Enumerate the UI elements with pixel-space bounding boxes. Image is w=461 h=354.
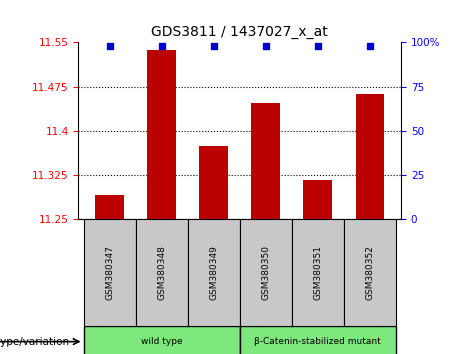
Bar	[303, 180, 332, 219]
Bar	[188, 219, 240, 326]
Bar	[251, 103, 280, 219]
Text: GSM380348: GSM380348	[157, 245, 166, 300]
Text: GSM380347: GSM380347	[105, 245, 114, 300]
Bar	[200, 146, 228, 219]
Bar	[95, 195, 124, 219]
Bar	[148, 50, 176, 219]
Text: GSM380350: GSM380350	[261, 245, 270, 300]
Text: genotype/variation: genotype/variation	[0, 337, 69, 347]
Text: β-Catenin-stabilized mutant: β-Catenin-stabilized mutant	[254, 337, 381, 346]
Bar	[240, 326, 396, 354]
Text: GSM380349: GSM380349	[209, 245, 218, 300]
Text: GSM380351: GSM380351	[313, 245, 322, 300]
Bar	[136, 219, 188, 326]
Text: GSM380352: GSM380352	[365, 245, 374, 300]
Bar	[83, 219, 136, 326]
Bar	[240, 219, 292, 326]
Bar	[355, 95, 384, 219]
Title: GDS3811 / 1437027_x_at: GDS3811 / 1437027_x_at	[151, 25, 328, 39]
Bar	[292, 219, 344, 326]
Bar	[344, 219, 396, 326]
Text: wild type: wild type	[141, 337, 183, 346]
Bar	[83, 326, 240, 354]
